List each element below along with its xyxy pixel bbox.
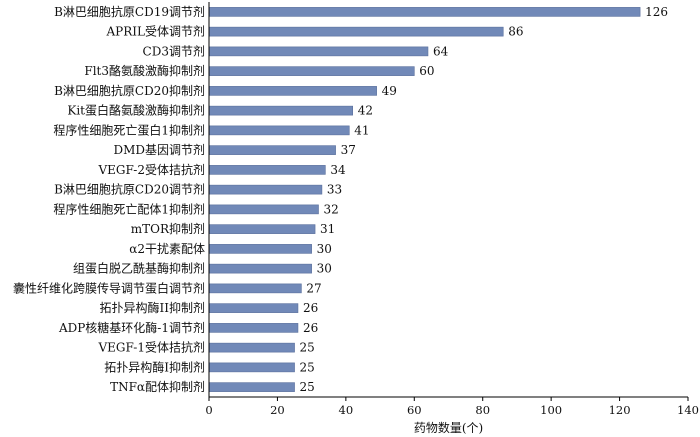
x-tick-label: 0 bbox=[205, 403, 212, 417]
category-label: Flt3酪氨酸激酶抑制剂 bbox=[84, 63, 205, 78]
x-tick-label: 60 bbox=[407, 403, 422, 417]
data-label: 26 bbox=[303, 321, 318, 335]
data-label: 25 bbox=[300, 360, 315, 374]
data-label: 42 bbox=[358, 104, 373, 118]
bar bbox=[208, 342, 295, 353]
bar bbox=[208, 244, 312, 254]
data-label: 31 bbox=[320, 222, 335, 236]
category-label: 程序性细胞死亡配体1抑制剂 bbox=[53, 201, 205, 216]
bar bbox=[208, 165, 326, 175]
bar bbox=[208, 66, 415, 76]
data-label: 25 bbox=[300, 341, 315, 355]
bar bbox=[208, 26, 504, 37]
x-tick-label: 20 bbox=[270, 403, 285, 417]
category-label: DMD基因调节剂 bbox=[113, 142, 205, 157]
x-tick-label: 100 bbox=[540, 403, 562, 417]
data-label: 60 bbox=[419, 64, 434, 78]
category-label: 拓扑异构酶II抑制剂 bbox=[100, 300, 205, 315]
data-label: 126 bbox=[645, 5, 668, 19]
category-label: VEGF-1受体拮抗剂 bbox=[98, 340, 206, 355]
bar bbox=[208, 86, 377, 96]
data-label: 26 bbox=[303, 301, 318, 315]
bar bbox=[208, 204, 319, 215]
category-label: ADP核糖基环化酶-1调节剂 bbox=[58, 320, 205, 335]
data-label: 27 bbox=[306, 281, 321, 295]
bar bbox=[208, 7, 641, 17]
category-label: 拓扑异构酶I抑制剂 bbox=[104, 359, 205, 374]
data-label: 34 bbox=[330, 163, 346, 177]
bar bbox=[208, 362, 295, 373]
category-label: CD3调节剂 bbox=[143, 43, 205, 58]
category-label: APRIL受体调节剂 bbox=[106, 24, 206, 39]
x-axis-ticks: 0 20 40 60 80 100 120 140 bbox=[205, 397, 699, 417]
x-tick-label: 80 bbox=[475, 403, 490, 417]
data-label: 30 bbox=[317, 242, 332, 256]
x-tick-label: 140 bbox=[677, 403, 699, 417]
bar bbox=[208, 184, 323, 195]
data-label: 41 bbox=[354, 123, 369, 137]
category-label: B淋巴细胞抗原CD20抑制剂 bbox=[54, 83, 205, 98]
data-labels: 126 86 64 60 49 42 41 37 34 33 32 31 30 30 27 26 26 25 25 2… bbox=[300, 5, 668, 394]
data-label: 49 bbox=[382, 84, 397, 98]
category-label: TNFα配体抑制剂 bbox=[110, 379, 205, 394]
category-label: 囊性纤维化跨膜传导调节蛋白调节剂 bbox=[13, 280, 205, 295]
x-axis-label: 药物数量(个) bbox=[414, 420, 483, 435]
category-label: B淋巴细胞抗原CD19调节剂 bbox=[54, 4, 205, 19]
data-label: 25 bbox=[300, 380, 315, 394]
data-label: 37 bbox=[341, 143, 356, 157]
bar bbox=[208, 105, 353, 116]
category-labels: B淋巴细胞抗原CD19调节剂 APRIL受体调节剂 CD3调节剂 Flt3酪氨酸激酶抑… bbox=[13, 4, 205, 394]
category-label: B淋巴细胞抗原CD20调节剂 bbox=[54, 182, 205, 197]
data-label: 64 bbox=[433, 44, 449, 58]
bar bbox=[208, 303, 299, 313]
category-label: mTOR抑制剂 bbox=[131, 221, 205, 236]
category-label: VEGF-2受体拮抗剂 bbox=[98, 162, 206, 177]
bar bbox=[208, 145, 336, 155]
category-label: 程序性细胞死亡蛋白1抑制剂 bbox=[53, 122, 205, 137]
bar bbox=[208, 323, 299, 333]
bar bbox=[208, 46, 429, 57]
data-label: 32 bbox=[323, 202, 338, 216]
bar bbox=[208, 263, 312, 274]
data-label: 86 bbox=[508, 25, 523, 39]
data-label: 30 bbox=[317, 262, 332, 276]
bar bbox=[208, 382, 295, 392]
category-label: Kit蛋白酪氨酸激酶抑制剂 bbox=[67, 103, 205, 118]
bars-group bbox=[208, 7, 641, 392]
x-tick-label: 120 bbox=[609, 403, 631, 417]
category-label: 组蛋白脱乙酰基酶抑制剂 bbox=[73, 261, 205, 276]
category-label: α2干扰素配体 bbox=[129, 242, 205, 256]
x-tick-label: 40 bbox=[339, 403, 354, 417]
bar bbox=[208, 224, 316, 234]
bar bbox=[208, 125, 350, 136]
bar bbox=[208, 283, 302, 294]
data-label: 33 bbox=[327, 183, 342, 197]
